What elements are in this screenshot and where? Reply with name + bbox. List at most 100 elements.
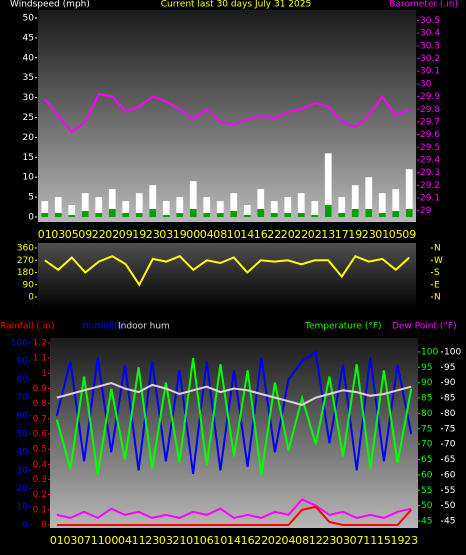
bar [311, 201, 319, 217]
bar [122, 213, 130, 217]
x-tick-label: 11 [363, 534, 377, 547]
tick-label: 90 [23, 280, 35, 290]
tick-label: 29.5 [420, 143, 440, 153]
tick-label: 29 [420, 206, 432, 216]
bar [365, 177, 373, 217]
x-tick-label: 23 [362, 228, 376, 241]
x-tick-label: 10 [213, 534, 227, 547]
x-tick-label: 02 [268, 534, 282, 547]
tick-label: 75 [444, 424, 455, 434]
x-tick-label: 08 [295, 534, 309, 547]
tick-label: 0 [28, 293, 34, 303]
tick-label: 90 [444, 378, 456, 388]
tick-label: 85 [421, 394, 432, 404]
bar [243, 205, 251, 217]
bar [41, 213, 49, 217]
tick-label: 29.1 [420, 193, 440, 203]
plot-background [38, 243, 416, 310]
tick-label: 29.6 [420, 130, 440, 140]
tick-label: 25 [23, 113, 34, 123]
tick-label: 10 [17, 502, 29, 512]
x-tick-label: 03 [51, 228, 65, 241]
bar [54, 197, 62, 217]
tick-label: 29.4 [420, 155, 440, 165]
x-tick-label: 07 [350, 534, 364, 547]
tick-label: 50 [23, 14, 35, 24]
tick-label: 50 [17, 430, 29, 440]
tick-label: 180 [17, 268, 34, 278]
tick-label: 360 [17, 244, 34, 254]
tick-label: 20 [17, 484, 29, 494]
tick-label: 85 [444, 394, 455, 404]
bar [297, 193, 305, 217]
bar [162, 201, 170, 217]
tick-label: E [434, 280, 440, 290]
tick-label: 20 [23, 133, 35, 143]
tick-label: W [434, 256, 443, 266]
tick-label: 30 [23, 93, 35, 103]
x-tick-label: 17 [335, 228, 349, 241]
tick-label: 90 [17, 357, 29, 367]
tick-label: 40 [23, 53, 35, 63]
x-tick-label: 19 [173, 228, 187, 241]
tick-label: 100 [421, 347, 438, 357]
tick-label: N [434, 244, 441, 254]
bar [135, 213, 143, 217]
x-tick-label: 23 [322, 534, 336, 547]
bar [176, 213, 184, 217]
tick-label: 0.2 [33, 490, 47, 500]
tick-label: 65 [421, 455, 432, 465]
bar [405, 209, 413, 217]
bar [135, 193, 143, 217]
tick-label: 29.8 [420, 105, 440, 115]
tick-label: 60 [444, 470, 456, 480]
x-tick-label: 06 [200, 534, 214, 547]
line [44, 92, 410, 134]
bar [54, 213, 62, 217]
x-tick-label: 13 [321, 228, 335, 241]
line [56, 505, 412, 526]
tick-label: 15 [23, 153, 34, 163]
tick-label: 0.3 [33, 475, 47, 485]
bar [324, 205, 332, 217]
x-tick-label: 19 [132, 228, 146, 241]
tick-label: S [434, 268, 440, 278]
x-tick-label: 02 [105, 228, 119, 241]
bar [122, 201, 130, 217]
x-tick-label: 23 [404, 534, 418, 547]
bar [270, 213, 278, 217]
x-tick-label: 02 [308, 228, 322, 241]
tick-label: 80 [421, 409, 433, 419]
bar [324, 153, 332, 217]
tick-label: 1 [41, 369, 47, 379]
x-tick-label: 00 [104, 534, 118, 547]
x-tick-label: 22 [92, 228, 106, 241]
bar [203, 213, 211, 217]
x-tick-label: 19 [391, 534, 405, 547]
tick-label: 55 [421, 486, 432, 496]
tick-label: 70 [444, 440, 456, 450]
x-tick-label: 09 [78, 228, 92, 241]
bar [257, 189, 265, 217]
x-tick-label: 22 [267, 228, 281, 241]
line [56, 498, 412, 520]
tick-label: 90 [421, 378, 433, 388]
bar [189, 181, 197, 217]
x-tick-label: 01 [50, 534, 64, 547]
bar [95, 197, 103, 217]
line [55, 350, 413, 475]
bar [378, 213, 386, 217]
bar [108, 189, 116, 217]
line [55, 357, 413, 476]
tick-label: 0.6 [33, 430, 48, 440]
chart-title: Current last 30 days July 31 2025 [161, 0, 311, 10]
legend-label: Indoor hum [118, 322, 170, 332]
bar [365, 209, 373, 217]
tick-label: 1.1 [33, 354, 47, 364]
tick-label: 45 [444, 517, 455, 527]
x-tick-label: 05 [65, 228, 79, 241]
tick-label: 75 [421, 424, 432, 434]
tick-label: 65 [444, 455, 455, 465]
tick-label: 30.2 [420, 54, 440, 64]
